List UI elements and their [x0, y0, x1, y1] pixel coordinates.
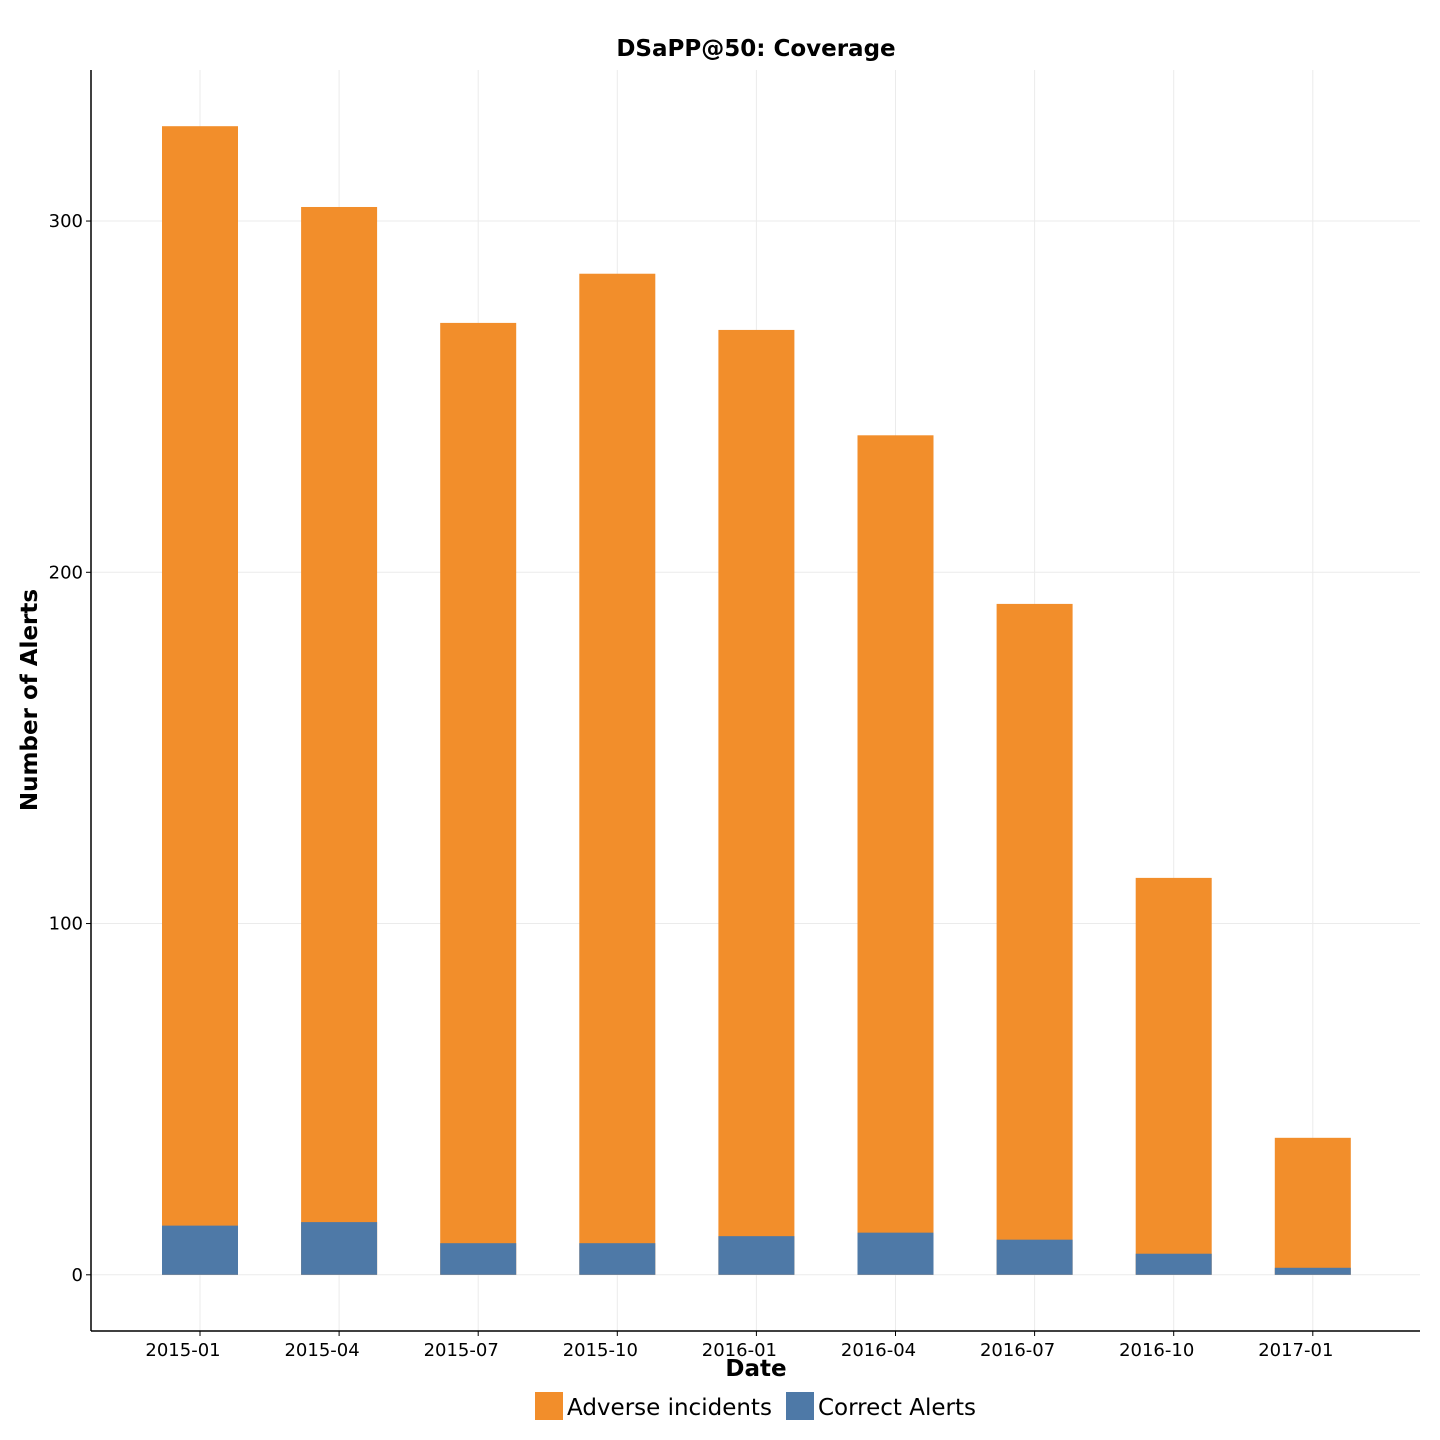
bar-correct-alerts [718, 1236, 795, 1275]
bars [162, 126, 1351, 1275]
y-ticks: 0 100 200 300 [49, 211, 91, 1286]
bar-correct-alerts [440, 1243, 517, 1275]
bar-correct-alerts [579, 1243, 656, 1275]
x-tick-label: 2015-04 [284, 1340, 359, 1361]
bar-adverse-incidents [857, 435, 934, 1275]
y-axis-label: Number of Alerts [17, 589, 43, 811]
chart-title: DSaPP@50: Coverage [616, 36, 895, 62]
x-tick-label: 2015-10 [563, 1340, 638, 1361]
x-ticks: 2015-01 2015-04 2015-07 2015-10 2016-01 2016-… [145, 1331, 1333, 1361]
bar-correct-alerts [162, 1225, 238, 1275]
y-tick-label: 300 [49, 211, 83, 232]
bar-adverse-incidents [996, 603, 1073, 1275]
x-tick-label: 2015-01 [145, 1340, 220, 1361]
legend: Adverse incidents Correct Alerts [535, 1392, 976, 1421]
legend-label-adverse: Adverse incidents [567, 1395, 772, 1421]
y-tick-label: 200 [49, 562, 83, 583]
y-tick-label: 0 [72, 1265, 83, 1286]
bar-correct-alerts [857, 1232, 934, 1275]
legend-label-correct: Correct Alerts [818, 1395, 976, 1421]
bar-correct-alerts [1274, 1267, 1351, 1275]
legend-swatch-adverse [535, 1392, 563, 1420]
legend-swatch-correct [786, 1392, 814, 1420]
bar-adverse-incidents [579, 273, 656, 1275]
bar-correct-alerts [301, 1222, 378, 1275]
bar-adverse-incidents [162, 126, 238, 1275]
bar-correct-alerts [996, 1239, 1073, 1275]
bar-adverse-incidents [301, 206, 378, 1275]
bar-adverse-incidents [1135, 877, 1212, 1275]
bar-adverse-incidents [440, 322, 517, 1275]
x-tick-label: 2015-07 [424, 1340, 499, 1361]
bar-adverse-incidents [1274, 1137, 1351, 1275]
x-tick-label: 2016-10 [1119, 1340, 1194, 1361]
y-tick-label: 100 [49, 914, 83, 935]
x-axis-label: Date [725, 1356, 786, 1382]
x-tick-label: 2017-01 [1258, 1340, 1333, 1361]
x-tick-label: 2016-01 [702, 1340, 777, 1361]
bar-adverse-incidents [718, 329, 795, 1275]
bar-correct-alerts [1135, 1253, 1212, 1275]
x-tick-label: 2016-07 [980, 1340, 1055, 1361]
x-tick-label: 2016-04 [841, 1340, 916, 1361]
